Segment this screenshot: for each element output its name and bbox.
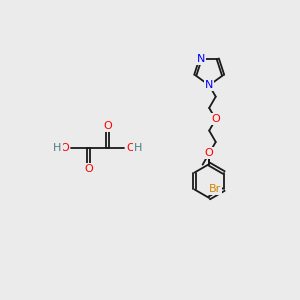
Text: H: H [134,143,142,153]
Text: O: O [103,121,112,131]
Text: O: O [205,148,214,158]
Text: H: H [53,143,62,153]
Text: O: O [212,114,220,124]
Text: O: O [61,143,70,153]
Text: N: N [205,80,213,90]
Text: Br: Br [209,184,222,194]
Text: N: N [197,54,206,64]
Text: O: O [84,164,93,174]
Text: O: O [126,143,135,153]
